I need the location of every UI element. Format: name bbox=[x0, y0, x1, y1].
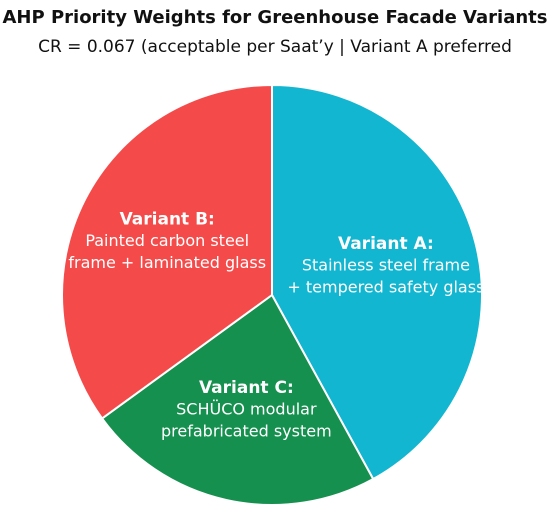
slice-label-name: Variant A: bbox=[338, 234, 434, 254]
slice-label-text: Painted carbon steel bbox=[85, 231, 249, 250]
pie-slice bbox=[61, 83, 273, 420]
slice-label-text: SCHÜCO modular bbox=[176, 399, 317, 418]
pie-slice bbox=[100, 293, 375, 506]
slice-label-text: prefabricated system bbox=[161, 421, 332, 440]
chart-subtitle: CR = 0.067 (acceptable per Saat’y | Vari… bbox=[38, 37, 512, 57]
chart-title: AHP Priority Weights for Greenhouse Faca… bbox=[3, 7, 548, 28]
slice-label-name: Variant B: bbox=[120, 210, 215, 230]
pie-slice bbox=[271, 83, 483, 481]
slice-label-text: frame + laminated glass bbox=[68, 253, 266, 272]
slice-label-text: + tempered safety glass bbox=[287, 277, 484, 296]
slice-label-name: Variant C: bbox=[199, 378, 294, 398]
slice-label-text: Stainless steel frame bbox=[302, 255, 470, 274]
